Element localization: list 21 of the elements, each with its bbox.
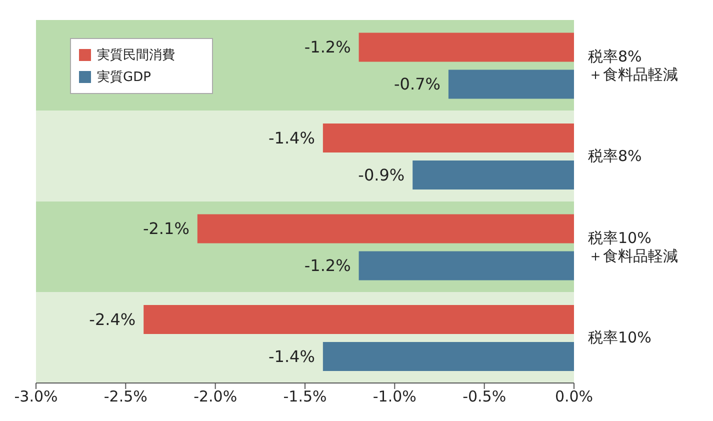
data-label: -2.4% xyxy=(89,310,136,329)
x-tick-label: -1.5% xyxy=(283,388,327,406)
x-tick-label: -2.0% xyxy=(194,388,238,406)
legend-label: 実質GDP xyxy=(97,69,151,86)
data-label: -2.1% xyxy=(142,219,190,238)
data-label: -1.4% xyxy=(268,128,315,148)
legend-label: 実質民間消費 xyxy=(97,47,175,64)
data-label: -1.2% xyxy=(304,256,351,276)
x-tick-label: -3.0% xyxy=(14,388,58,406)
y-tick-label: 税率10% ＋食料品軽減 xyxy=(588,228,678,265)
x-tick-label: -0.5% xyxy=(462,388,506,406)
y-tick-label: 税率10% xyxy=(588,328,652,347)
data-label: -1.2% xyxy=(304,38,351,57)
y-tick-label: 税率8% xyxy=(588,147,642,166)
x-tick-label: -1.0% xyxy=(372,388,416,406)
y-tick-label: 税率8% ＋食料品軽減 xyxy=(588,47,678,84)
data-label: -0.7% xyxy=(394,74,440,94)
x-tick-label: 0.0% xyxy=(554,388,594,406)
data-label: -1.4% xyxy=(268,346,315,366)
x-tick-label: -2.5% xyxy=(104,388,148,406)
data-label: -0.9% xyxy=(358,165,405,184)
